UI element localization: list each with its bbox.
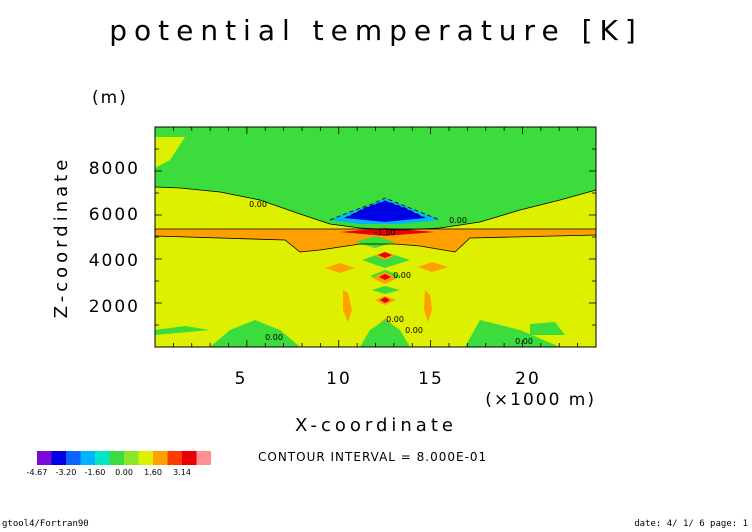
- y-tick-label: 8000: [89, 159, 140, 179]
- region-lower-green: [155, 326, 210, 335]
- contour-label: -1.60: [375, 228, 396, 237]
- y-unit-label: (m): [92, 88, 128, 108]
- colorbar-swatch: [153, 451, 168, 465]
- colorbar-swatch: [51, 451, 66, 465]
- region-lower-green: [210, 320, 300, 347]
- plot-area: [154, 126, 597, 348]
- colorbar-swatch: [95, 451, 110, 465]
- colorbar-swatch: [124, 451, 139, 465]
- region-lower-green: [360, 320, 410, 347]
- y-tick-label: 2000: [89, 297, 140, 317]
- contour-label: 0.00: [449, 216, 467, 225]
- colorbar-label: 3.14: [173, 468, 191, 477]
- colorbar-swatch: [80, 451, 95, 465]
- contour-label: 0.00: [386, 315, 404, 324]
- contour-label: 0.00: [515, 337, 533, 346]
- footer-right: date: 4/ 1/ 6 page: 1: [634, 519, 748, 529]
- contour-interval-text: CONTOUR INTERVAL = 8.000E-01: [258, 450, 487, 464]
- region-upper-green: [155, 127, 596, 230]
- region-orange-blob: [325, 263, 355, 273]
- y-axis-label: Z-coordinate: [51, 156, 72, 319]
- x-tick-labels: 5 10 15 20: [235, 369, 541, 389]
- region-lower-green: [465, 320, 560, 347]
- colorbar-swatch: [138, 451, 153, 465]
- colorbar-label: 0.00: [115, 468, 133, 477]
- colorbar-swatch: [66, 451, 81, 465]
- region-hot-core: [378, 252, 392, 258]
- region-orange-blob: [418, 262, 448, 272]
- colorbar-labels: -4.67 -3.20 -1.60 0.00 1.60 3.14: [27, 468, 191, 477]
- region-green-lobe: [355, 236, 395, 248]
- region-green-lobe: [362, 252, 410, 268]
- x-tick-label: 5: [235, 369, 248, 389]
- contour-label: 0.00: [265, 333, 283, 342]
- contour-label-group: 0.000.00-1.600.000.000.00 0.000.00: [249, 200, 533, 346]
- region-hot-core: [380, 297, 390, 303]
- x-tick-label: 20: [515, 369, 541, 389]
- colorbar-label: -1.60: [85, 468, 106, 477]
- contour-label: 0.00: [405, 326, 423, 335]
- x-unit-label: (×1000 m): [485, 390, 596, 410]
- axis-ticks: [155, 127, 596, 347]
- region-corner-patch: [155, 137, 185, 168]
- region-orange-blob: [424, 290, 432, 322]
- footer-left: gtool4/Fortran90: [2, 519, 89, 529]
- region-hot-core: [379, 274, 391, 280]
- colorbar-label: -3.20: [56, 468, 77, 477]
- contour-lines: [154, 186, 597, 253]
- colorbar-swatch: [109, 451, 124, 465]
- y-tick-labels: 2000 4000 6000 8000: [89, 159, 140, 317]
- y-tick-label: 4000: [89, 251, 140, 271]
- colorbar: [37, 451, 211, 465]
- contour-label: 0.00: [393, 271, 411, 280]
- contour-label: 0.00: [249, 200, 267, 209]
- colorbar-swatch: [167, 451, 182, 465]
- region-hot-core: [340, 228, 435, 236]
- x-tick-label: 10: [326, 369, 352, 389]
- region-orange-blob: [343, 290, 352, 322]
- chart-title: potential temperature [K]: [109, 14, 643, 47]
- region-green-lobe: [372, 286, 400, 294]
- x-tick-label: 15: [418, 369, 444, 389]
- colorbar-label: -4.67: [27, 468, 48, 477]
- colorbar-swatch: [182, 451, 197, 465]
- colorbar-swatch: [37, 451, 52, 465]
- region-lower-green: [530, 322, 565, 335]
- region-cold-core: [345, 201, 425, 222]
- colorbar-swatch: [196, 451, 211, 465]
- y-tick-label: 6000: [89, 205, 140, 225]
- x-axis-label: X-coordinate: [295, 415, 457, 436]
- colorbar-label: 1.60: [144, 468, 162, 477]
